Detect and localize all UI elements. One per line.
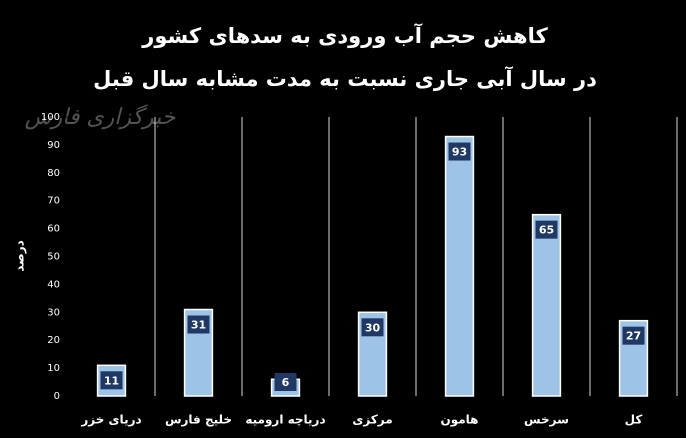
value-label-box xyxy=(448,142,471,161)
y-tick-label: 20 xyxy=(47,335,60,346)
y-tick-label: 0 xyxy=(54,391,60,402)
x-tick-label: کل xyxy=(625,413,643,427)
y-tick-label: 70 xyxy=(47,196,60,207)
x-tick-label: مرکزی xyxy=(352,413,392,427)
y-tick-label: 60 xyxy=(47,224,60,235)
y-tick-label: 30 xyxy=(47,307,60,318)
chart-title: کاهش حجم آب ورودی به سدهای کشور xyxy=(141,23,548,48)
x-tick-label: هامون xyxy=(440,413,478,428)
y-tick-label: 100 xyxy=(41,112,60,123)
value-label-box xyxy=(535,220,558,239)
value-label: 27 xyxy=(626,330,641,343)
value-label-box xyxy=(361,318,384,337)
value-label-box xyxy=(100,371,123,390)
y-tick-label: 90 xyxy=(47,140,60,151)
y-tick-label: 80 xyxy=(47,168,60,179)
value-label: 30 xyxy=(365,321,381,334)
x-tick-label: دریاچه ارومیه xyxy=(245,413,325,428)
chart-subtitle: در سال آبی جاری نسبت به مدت مشابه سال قب… xyxy=(93,66,597,91)
value-label: 6 xyxy=(282,376,290,389)
value-label: 93 xyxy=(452,146,467,159)
value-label: 11 xyxy=(104,374,119,387)
y-tick-label: 50 xyxy=(47,252,60,263)
bar xyxy=(531,213,562,397)
x-tick-label: سرخس xyxy=(524,413,569,427)
y-axis-label: درصد xyxy=(13,240,27,272)
value-label: 31 xyxy=(191,319,206,332)
bar xyxy=(444,135,475,397)
value-label-box xyxy=(274,373,297,391)
value-label: 65 xyxy=(539,224,554,237)
y-tick-label: 40 xyxy=(47,279,60,290)
value-label-box xyxy=(187,315,210,334)
watermark: خبرگزاری فارس xyxy=(25,104,176,130)
value-label-box xyxy=(622,326,645,345)
x-tick-label: خلیج فارس xyxy=(165,413,232,427)
x-tick-label: دریای خزر xyxy=(80,413,141,427)
y-tick-label: 10 xyxy=(47,363,60,374)
